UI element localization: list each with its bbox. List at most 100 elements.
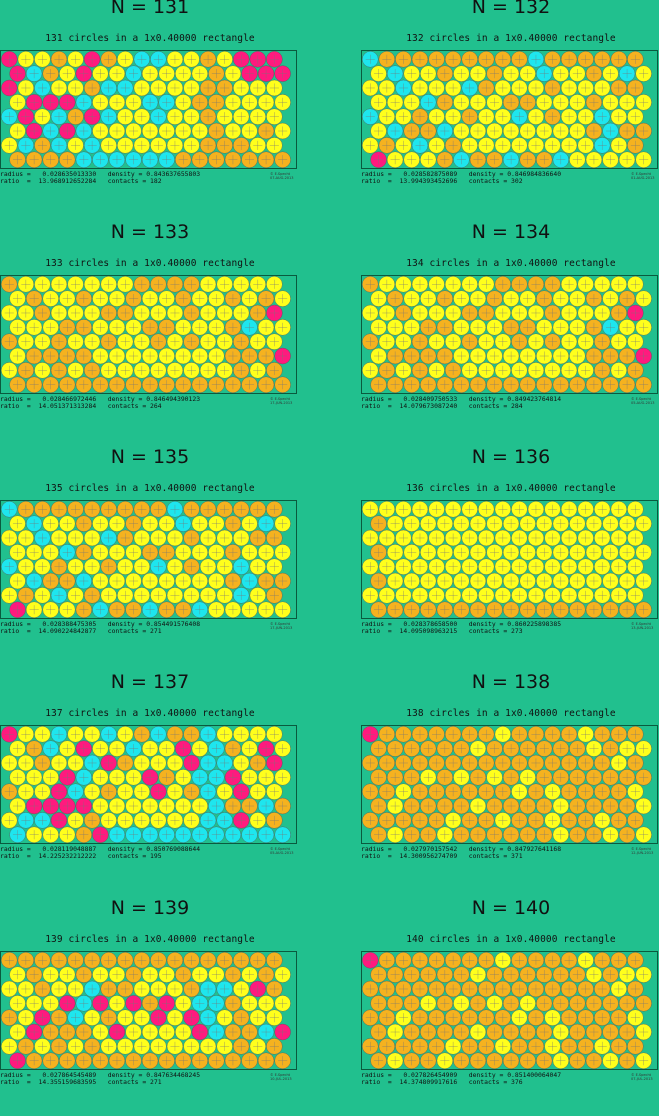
packed-circle: [487, 377, 503, 393]
packed-circle: [511, 276, 527, 292]
packed-circle: [478, 587, 494, 603]
packed-circle: [470, 152, 486, 168]
packed-circle: [536, 827, 552, 843]
packed-circle: [561, 80, 577, 96]
packed-circle: [371, 516, 387, 532]
packed-circle: [117, 305, 133, 321]
packed-circle: [76, 602, 92, 618]
packed-circle: [636, 66, 652, 82]
packed-circle: [109, 544, 125, 560]
packed-circle: [586, 573, 602, 589]
packed-circle: [208, 348, 224, 364]
packed-circle: [462, 501, 478, 517]
packed-circle: [511, 305, 527, 321]
packed-circle: [627, 559, 643, 575]
packed-circle: [611, 362, 627, 378]
packed-circle: [362, 755, 378, 771]
packed-circle: [611, 530, 627, 546]
packed-circle: [242, 348, 258, 364]
packed-circle: [217, 305, 233, 321]
packed-circle: [192, 123, 208, 139]
packed-circle: [395, 981, 411, 997]
packed-circle: [627, 109, 643, 125]
packed-circle: [371, 827, 387, 843]
packed-circle: [371, 995, 387, 1011]
packed-circle: [208, 741, 224, 757]
panel-subtitle: 139 circles in a 1x0.40000 rectangle: [0, 934, 300, 945]
packed-circle: [242, 544, 258, 560]
packed-circle: [412, 726, 428, 742]
packed-circle: [511, 362, 527, 378]
packed-circle: [275, 769, 291, 785]
packed-circle: [611, 981, 627, 997]
packed-circle: [134, 362, 150, 378]
packed-circle: [84, 726, 100, 742]
packed-circle: [478, 726, 494, 742]
packed-circle: [10, 573, 26, 589]
packed-circle: [126, 123, 142, 139]
packed-circle: [101, 1010, 117, 1026]
packed-circle: [150, 109, 166, 125]
packed-circle: [462, 559, 478, 575]
packed-circle: [619, 967, 635, 983]
packed-circle: [192, 377, 208, 393]
packed-circle: [545, 305, 561, 321]
packed-circle: [84, 952, 100, 968]
packed-circle: [453, 94, 469, 110]
packed-circle: [1, 812, 17, 828]
packed-circle: [51, 726, 67, 742]
packed-circle: [478, 109, 494, 125]
packed-circle: [92, 995, 108, 1011]
packed-circle: [404, 1024, 420, 1040]
packed-circle: [636, 995, 652, 1011]
packed-circle: [233, 981, 249, 997]
packed-circle: [134, 784, 150, 800]
packed-circle: [34, 109, 50, 125]
packed-circle: [495, 1038, 511, 1054]
packed-circle: [611, 726, 627, 742]
packed-circle: [109, 291, 125, 307]
packed-circle: [395, 530, 411, 546]
packed-circle: [586, 123, 602, 139]
packed-circle: [1, 587, 17, 603]
packed-circle: [478, 952, 494, 968]
packed-circle: [503, 66, 519, 82]
packed-circle: [34, 362, 50, 378]
packed-circle: [225, 573, 241, 589]
packed-circle: [266, 726, 282, 742]
packed-circle: [362, 80, 378, 96]
packed-circle: [217, 501, 233, 517]
packed-circle: [586, 544, 602, 560]
packed-circle: [487, 741, 503, 757]
packed-circle: [445, 305, 461, 321]
packed-circle: [258, 94, 274, 110]
packed-circle: [503, 1024, 519, 1040]
panel-n-label: N = 136: [361, 446, 659, 468]
packed-circle: [101, 305, 117, 321]
packed-circle: [387, 544, 403, 560]
packed-circle: [92, 377, 108, 393]
packed-circle: [561, 501, 577, 517]
packed-circle: [18, 981, 34, 997]
packed-circle: [528, 362, 544, 378]
packed-circle: [362, 812, 378, 828]
packed-circle: [250, 587, 266, 603]
packed-circle: [159, 995, 175, 1011]
packed-circle: [10, 377, 26, 393]
panel-n-label: N = 134: [361, 221, 659, 243]
packed-circle: [578, 784, 594, 800]
packed-circle: [379, 530, 395, 546]
packed-circle: [362, 305, 378, 321]
panel-n-label: N = 132: [361, 0, 659, 18]
packed-circle: [578, 51, 594, 67]
packing-stats: radius = 0.028378658500 density = 0.8602…: [361, 621, 561, 635]
packed-circle: [150, 362, 166, 378]
packed-circle: [250, 812, 266, 828]
packed-circle: [34, 305, 50, 321]
packed-circle: [192, 827, 208, 843]
packed-circle: [404, 319, 420, 335]
packed-circle: [76, 152, 92, 168]
packed-circle: [545, 362, 561, 378]
packed-circle: [412, 981, 428, 997]
